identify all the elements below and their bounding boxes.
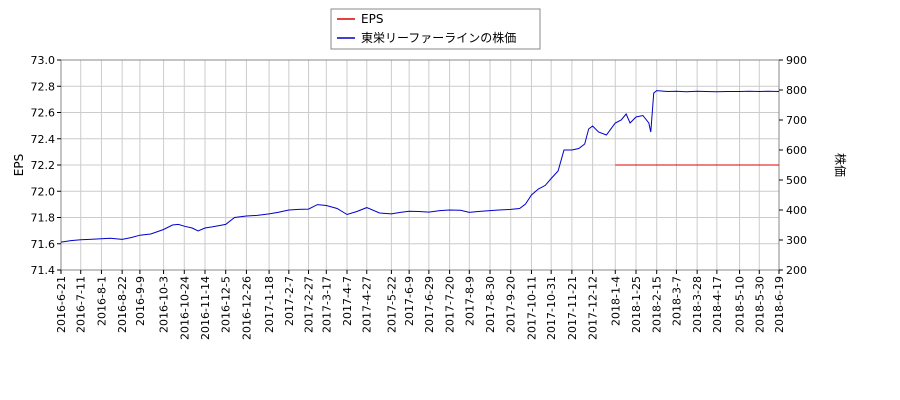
x-tick-label: 2017-6-29 <box>423 276 436 333</box>
y-left-tick-label: 71.6 <box>31 238 56 251</box>
x-tick-label: 2018-5-30 <box>753 276 766 333</box>
x-tick-label: 2017-8-9 <box>463 276 476 326</box>
legend-label: EPS <box>361 12 383 26</box>
x-tick-label: 2018-6-19 <box>773 276 786 333</box>
series-line-1 <box>60 90 780 243</box>
x-tick-label: 2018-3-7 <box>670 276 683 326</box>
x-tick-label: 2016-6-21 <box>55 276 68 333</box>
x-tick-label: 2017-9-20 <box>505 276 518 333</box>
y-axis-left: 71.4 71.6 71.8 72.0 72.2 72.4 72.6 72.8 73.0 <box>31 54 61 277</box>
x-tick-label: 2016-12-5 <box>220 276 233 333</box>
x-tick-label: 2016-8-22 <box>116 276 129 333</box>
x-tick-label: 2016-10-3 <box>158 276 171 333</box>
y-right-tick-label: 900 <box>786 54 807 67</box>
y-left-axis-title: EPS <box>12 154 26 176</box>
x-tick-label: 2016-12-26 <box>240 276 253 340</box>
x-tick-label: 2017-7-20 <box>444 276 457 333</box>
x-tick-label: 2017-8-30 <box>484 276 497 333</box>
x-tick-label: 2016-7-11 <box>75 276 88 333</box>
x-tick-label: 2016-10-24 <box>178 276 191 340</box>
y-right-tick-label: 500 <box>786 174 807 187</box>
x-tick-label: 2017-12-12 <box>587 276 600 340</box>
x-tick-label: 2018-4-17 <box>711 276 724 333</box>
y-right-tick-label: 400 <box>786 204 807 217</box>
y-left-tick-label: 72.8 <box>31 80 56 93</box>
y-right-tick-label: 800 <box>786 84 807 97</box>
y-left-tick-label: 71.8 <box>31 212 56 225</box>
x-tick-label: 2017-3-17 <box>320 276 333 333</box>
y-right-tick-label: 600 <box>786 144 807 157</box>
x-tick-label: 2018-1-4 <box>609 276 622 326</box>
x-tick-label: 2016-8-1 <box>95 276 108 326</box>
y-axis-right: 200 300 400 500 600 700 800 900 <box>779 54 807 277</box>
x-tick-label: 2018-5-10 <box>734 276 747 333</box>
x-tick-label: 2016-9-9 <box>134 276 147 326</box>
y-right-axis-title: 株価 <box>833 153 848 177</box>
x-tick-label: 2016-11-14 <box>199 276 212 340</box>
y-right-tick-label: 300 <box>786 234 807 247</box>
y-right-tick-label: 700 <box>786 114 807 127</box>
legend-box <box>330 8 541 50</box>
x-tick-label: 2017-11-21 <box>566 276 579 340</box>
x-tick-label: 2017-1-18 <box>263 276 276 333</box>
y-left-tick-label: 71.4 <box>31 264 56 277</box>
x-tick-label: 2018-1-25 <box>630 276 643 333</box>
legend: EPS 東栄リーファーラインの株価 <box>330 8 541 50</box>
y-right-tick-label: 200 <box>786 264 807 277</box>
x-tick-label: 2018-2-15 <box>651 276 664 333</box>
x-tick-label: 2017-5-22 <box>385 276 398 333</box>
x-tick-label: 2017-4-27 <box>361 276 374 333</box>
y-left-tick-label: 72.4 <box>31 133 56 146</box>
y-left-tick-label: 73.0 <box>31 54 56 67</box>
x-tick-label: 2017-2-27 <box>303 276 316 333</box>
y-left-tick-label: 72.6 <box>31 107 56 120</box>
y-left-tick-label: 72.2 <box>31 159 56 172</box>
x-tick-label: 2018-3-28 <box>691 276 704 333</box>
x-tick-label: 2017-2-7 <box>283 276 296 326</box>
x-tick-label: 2017-4-7 <box>341 276 354 326</box>
x-tick-label: 2017-6-9 <box>403 276 416 326</box>
y-left-tick-label: 72.0 <box>31 185 56 198</box>
x-axis: 2016-6-21 2016-7-11 2016-8-1 2016-8-22 2016-… <box>55 270 786 340</box>
legend-label: 東栄リーファーラインの株価 <box>361 30 516 45</box>
x-tick-label: 2017-10-31 <box>545 276 558 340</box>
x-tick-label: 2017-10-11 <box>525 276 538 340</box>
